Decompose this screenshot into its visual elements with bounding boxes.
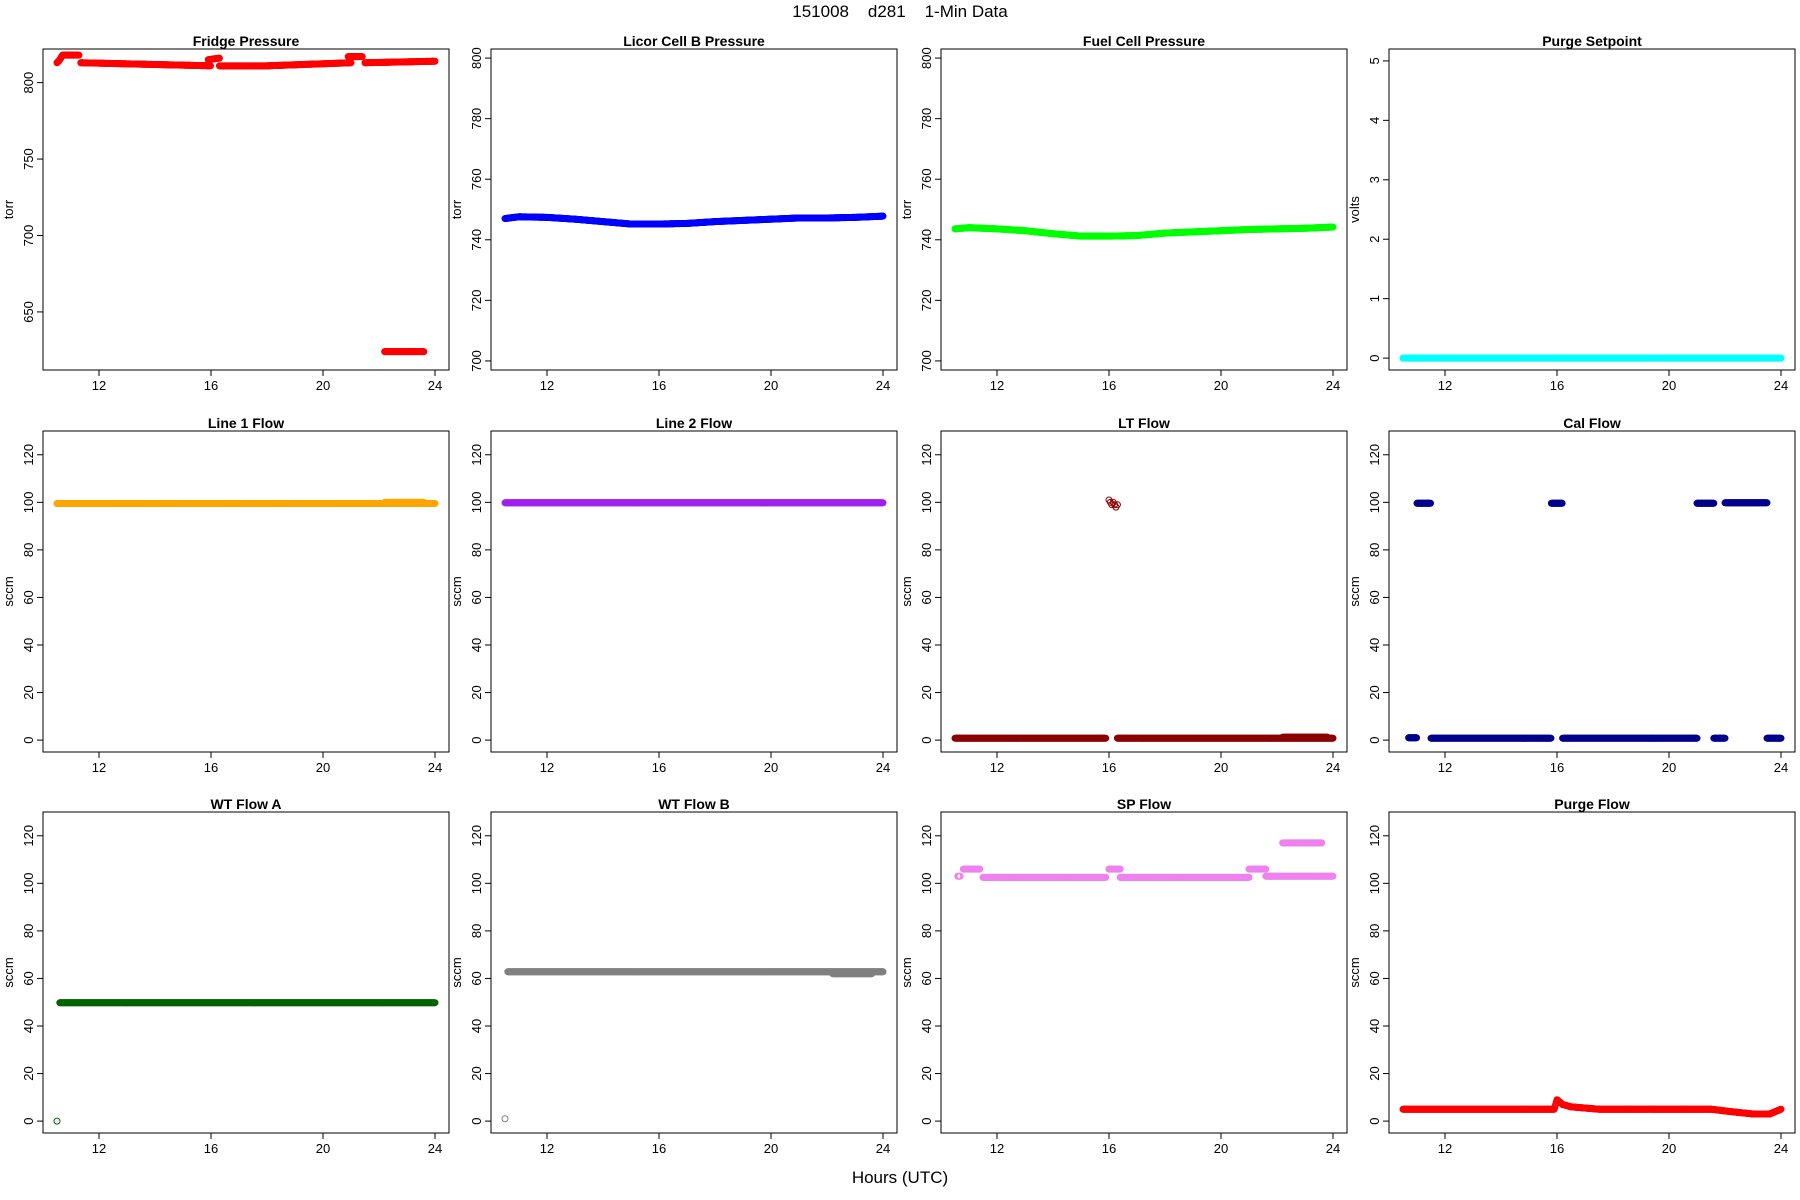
x-tick-label: 20 (1662, 378, 1676, 393)
x-tick-label: 24 (1326, 378, 1340, 393)
x-tick-label: 24 (876, 378, 890, 393)
figure-title: 151008 d281 1-Min Data (792, 2, 1008, 21)
y-tick-label: 800 (469, 47, 484, 69)
y-tick-label: 20 (21, 685, 36, 699)
x-tick-label: 16 (652, 760, 666, 775)
x-tick-label: 20 (316, 378, 330, 393)
panel-title: Licor Cell B Pressure (623, 33, 765, 49)
x-tick-label: 12 (92, 378, 106, 393)
y-axis-label: volts (1347, 196, 1362, 223)
x-tick-label: 16 (204, 760, 218, 775)
y-tick-label: 40 (21, 638, 36, 652)
x-tick-label: 24 (428, 760, 442, 775)
x-tick-label: 24 (1774, 378, 1788, 393)
x-tick-label: 12 (1438, 378, 1452, 393)
y-tick-label: 800 (21, 72, 36, 94)
x-tick-label: 20 (1214, 378, 1228, 393)
y-tick-label: 20 (469, 685, 484, 699)
panel-title: Line 2 Flow (656, 415, 732, 431)
y-tick-label: 80 (469, 543, 484, 557)
y-tick-label: 700 (919, 350, 934, 372)
series-fuel-cell-pressure (951, 223, 1337, 240)
panel-line-1-flow: Line 1 Flow 12 16 20 24 0 20 40 60 80 100 120 sccm (1, 415, 450, 775)
panel-title: Line 1 Flow (208, 415, 284, 431)
y-tick-label: 780 (919, 108, 934, 130)
panel-licor-cell-b-pressure: Licor Cell B Pressure 12 16 20 24 700 720 740 76… (449, 33, 898, 393)
y-axis-label: torr (1, 199, 16, 219)
x-tick-label: 12 (990, 378, 1004, 393)
panel-fridge-pressure: Fridge Pressure 12 16 20 24 650 700 750 800 torr (1, 33, 450, 393)
y-tick-label: 5 (1367, 57, 1382, 64)
x-tick-label: 16 (652, 378, 666, 393)
y-tick-label: 0 (1367, 354, 1382, 361)
x-tick-label: 12 (540, 760, 554, 775)
y-tick-label: 120 (21, 444, 36, 466)
y-tick-label: 720 (469, 289, 484, 311)
y-tick-label: 720 (919, 289, 934, 311)
y-tick-label: 650 (21, 301, 36, 323)
y-tick-label: 740 (919, 229, 934, 251)
data-point (431, 57, 439, 65)
y-axis-label: sccm (1, 576, 16, 606)
data-point (215, 54, 223, 62)
plot-frame (42, 430, 450, 753)
y-tick-label: 760 (469, 168, 484, 190)
y-tick-label: 100 (21, 491, 36, 513)
plot-frame (1388, 48, 1796, 371)
panel-line-2-flow: Line 2 Flow 12 16 20 24 0 20 40 60 80 100 120 sccm (449, 415, 898, 775)
panel-title: Fridge Pressure (193, 33, 300, 49)
y-axis-label: torr (449, 199, 464, 219)
series-line-2-flow (501, 499, 887, 507)
y-axis-label: torr (899, 199, 914, 219)
x-tick-label: 20 (764, 378, 778, 393)
series-licor-cell-b-pressure (501, 212, 887, 228)
plot-frame (490, 430, 898, 753)
y-tick-label: 60 (469, 590, 484, 604)
plot-frame (490, 48, 898, 371)
y-tick-label: 0 (21, 736, 36, 743)
y-tick-label: 780 (469, 108, 484, 130)
y-tick-label: 750 (21, 148, 36, 170)
y-tick-label: 3 (1367, 176, 1382, 183)
y-tick-label: 740 (469, 229, 484, 251)
x-tick-label: 24 (428, 378, 442, 393)
data-point (420, 348, 428, 356)
y-tick-label: 4 (1367, 117, 1382, 124)
plot-frame (940, 48, 1348, 371)
x-tick-label: 12 (92, 760, 106, 775)
y-axis-label: sccm (449, 576, 464, 606)
x-tick-label: 12 (540, 378, 554, 393)
y-tick-label: 700 (21, 225, 36, 247)
plot-frame (42, 48, 450, 371)
series-fridge-pressure (53, 51, 439, 356)
x-tick-label: 20 (316, 760, 330, 775)
y-tick-label: 700 (469, 350, 484, 372)
series-line-1-flow (53, 498, 439, 508)
y-tick-label: 0 (469, 736, 484, 743)
y-tick-label: 40 (469, 638, 484, 652)
y-tick-label: 100 (469, 491, 484, 513)
panel-title: Purge Setpoint (1542, 33, 1642, 49)
y-tick-label: 1 (1367, 295, 1382, 302)
y-tick-label: 120 (469, 444, 484, 466)
y-tick-label: 760 (919, 168, 934, 190)
series-purge-setpoint (1399, 354, 1785, 362)
y-tick-label: 800 (919, 47, 934, 69)
panel-title: Fuel Cell Pressure (1083, 33, 1205, 49)
data-point (358, 53, 366, 61)
x-tick-label: 16 (1102, 378, 1116, 393)
x-tick-label: 16 (1550, 378, 1564, 393)
x-tick-label: 24 (876, 760, 890, 775)
x-tick-label: 20 (764, 760, 778, 775)
y-tick-label: 2 (1367, 236, 1382, 243)
y-tick-label: 80 (21, 543, 36, 557)
panel-fuel-cell-pressure: Fuel Cell Pressure 12 16 20 24 700 720 740 760 78… (899, 33, 1348, 393)
x-tick-label: 16 (204, 378, 218, 393)
y-tick-label: 60 (21, 590, 36, 604)
data-point (75, 51, 83, 59)
